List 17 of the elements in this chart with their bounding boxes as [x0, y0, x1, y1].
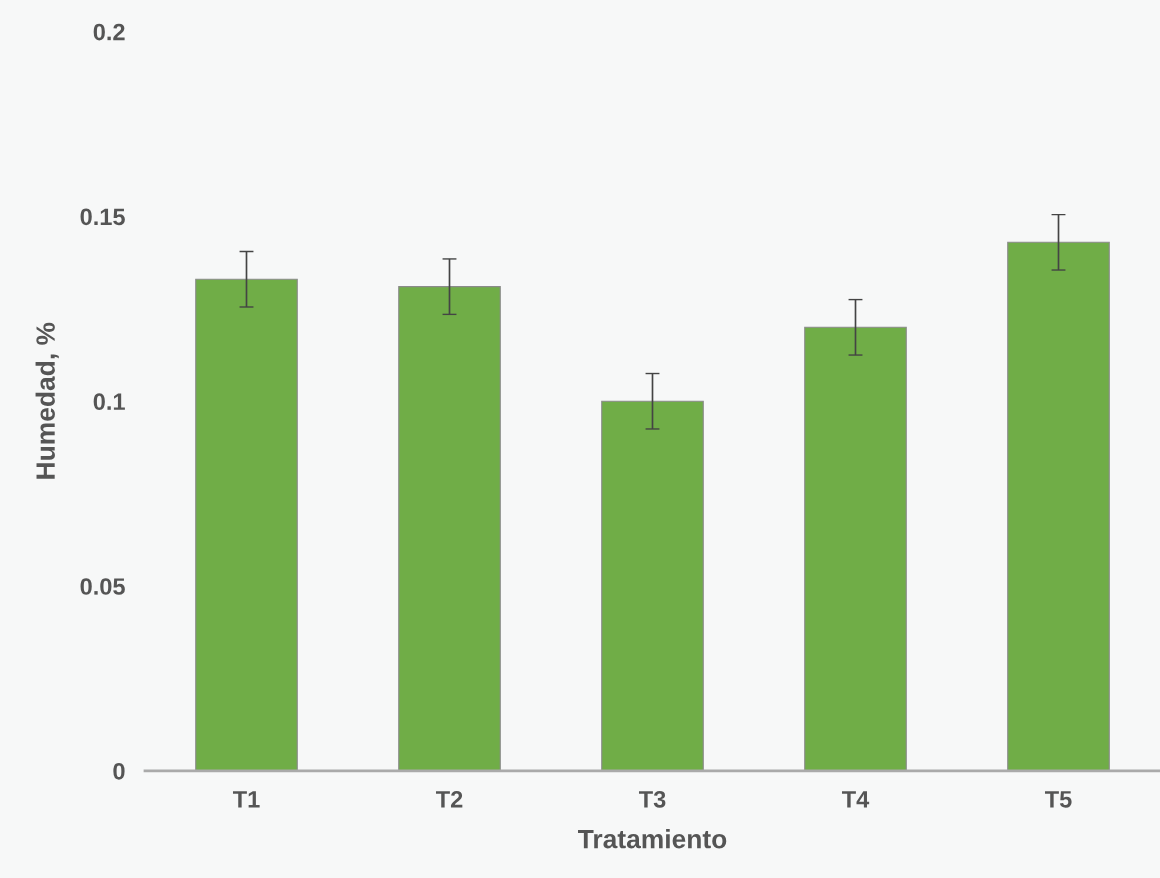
bar: [601, 400, 704, 771]
y-tick-label: 0.15: [80, 208, 125, 226]
bar: [195, 278, 298, 771]
x-tick-label: T3: [638, 790, 666, 808]
bar: [398, 286, 501, 771]
bar: [804, 326, 907, 771]
y-tick-label: 0.2: [93, 23, 125, 41]
y-tick-label: 0: [113, 762, 125, 780]
y-tick-label: 0.05: [80, 578, 125, 595]
bar: [1007, 241, 1110, 771]
x-tick-label: T5: [1044, 791, 1072, 808]
y-tick-label: 0.1: [93, 393, 125, 411]
x-tick-label: T4: [841, 791, 870, 808]
x-tick-label: T2: [435, 790, 463, 808]
x-tick-label: T1: [232, 791, 260, 808]
y-axis-title: Humedad, %: [35, 322, 59, 479]
x-axis-title: Tratamiento: [578, 829, 727, 849]
